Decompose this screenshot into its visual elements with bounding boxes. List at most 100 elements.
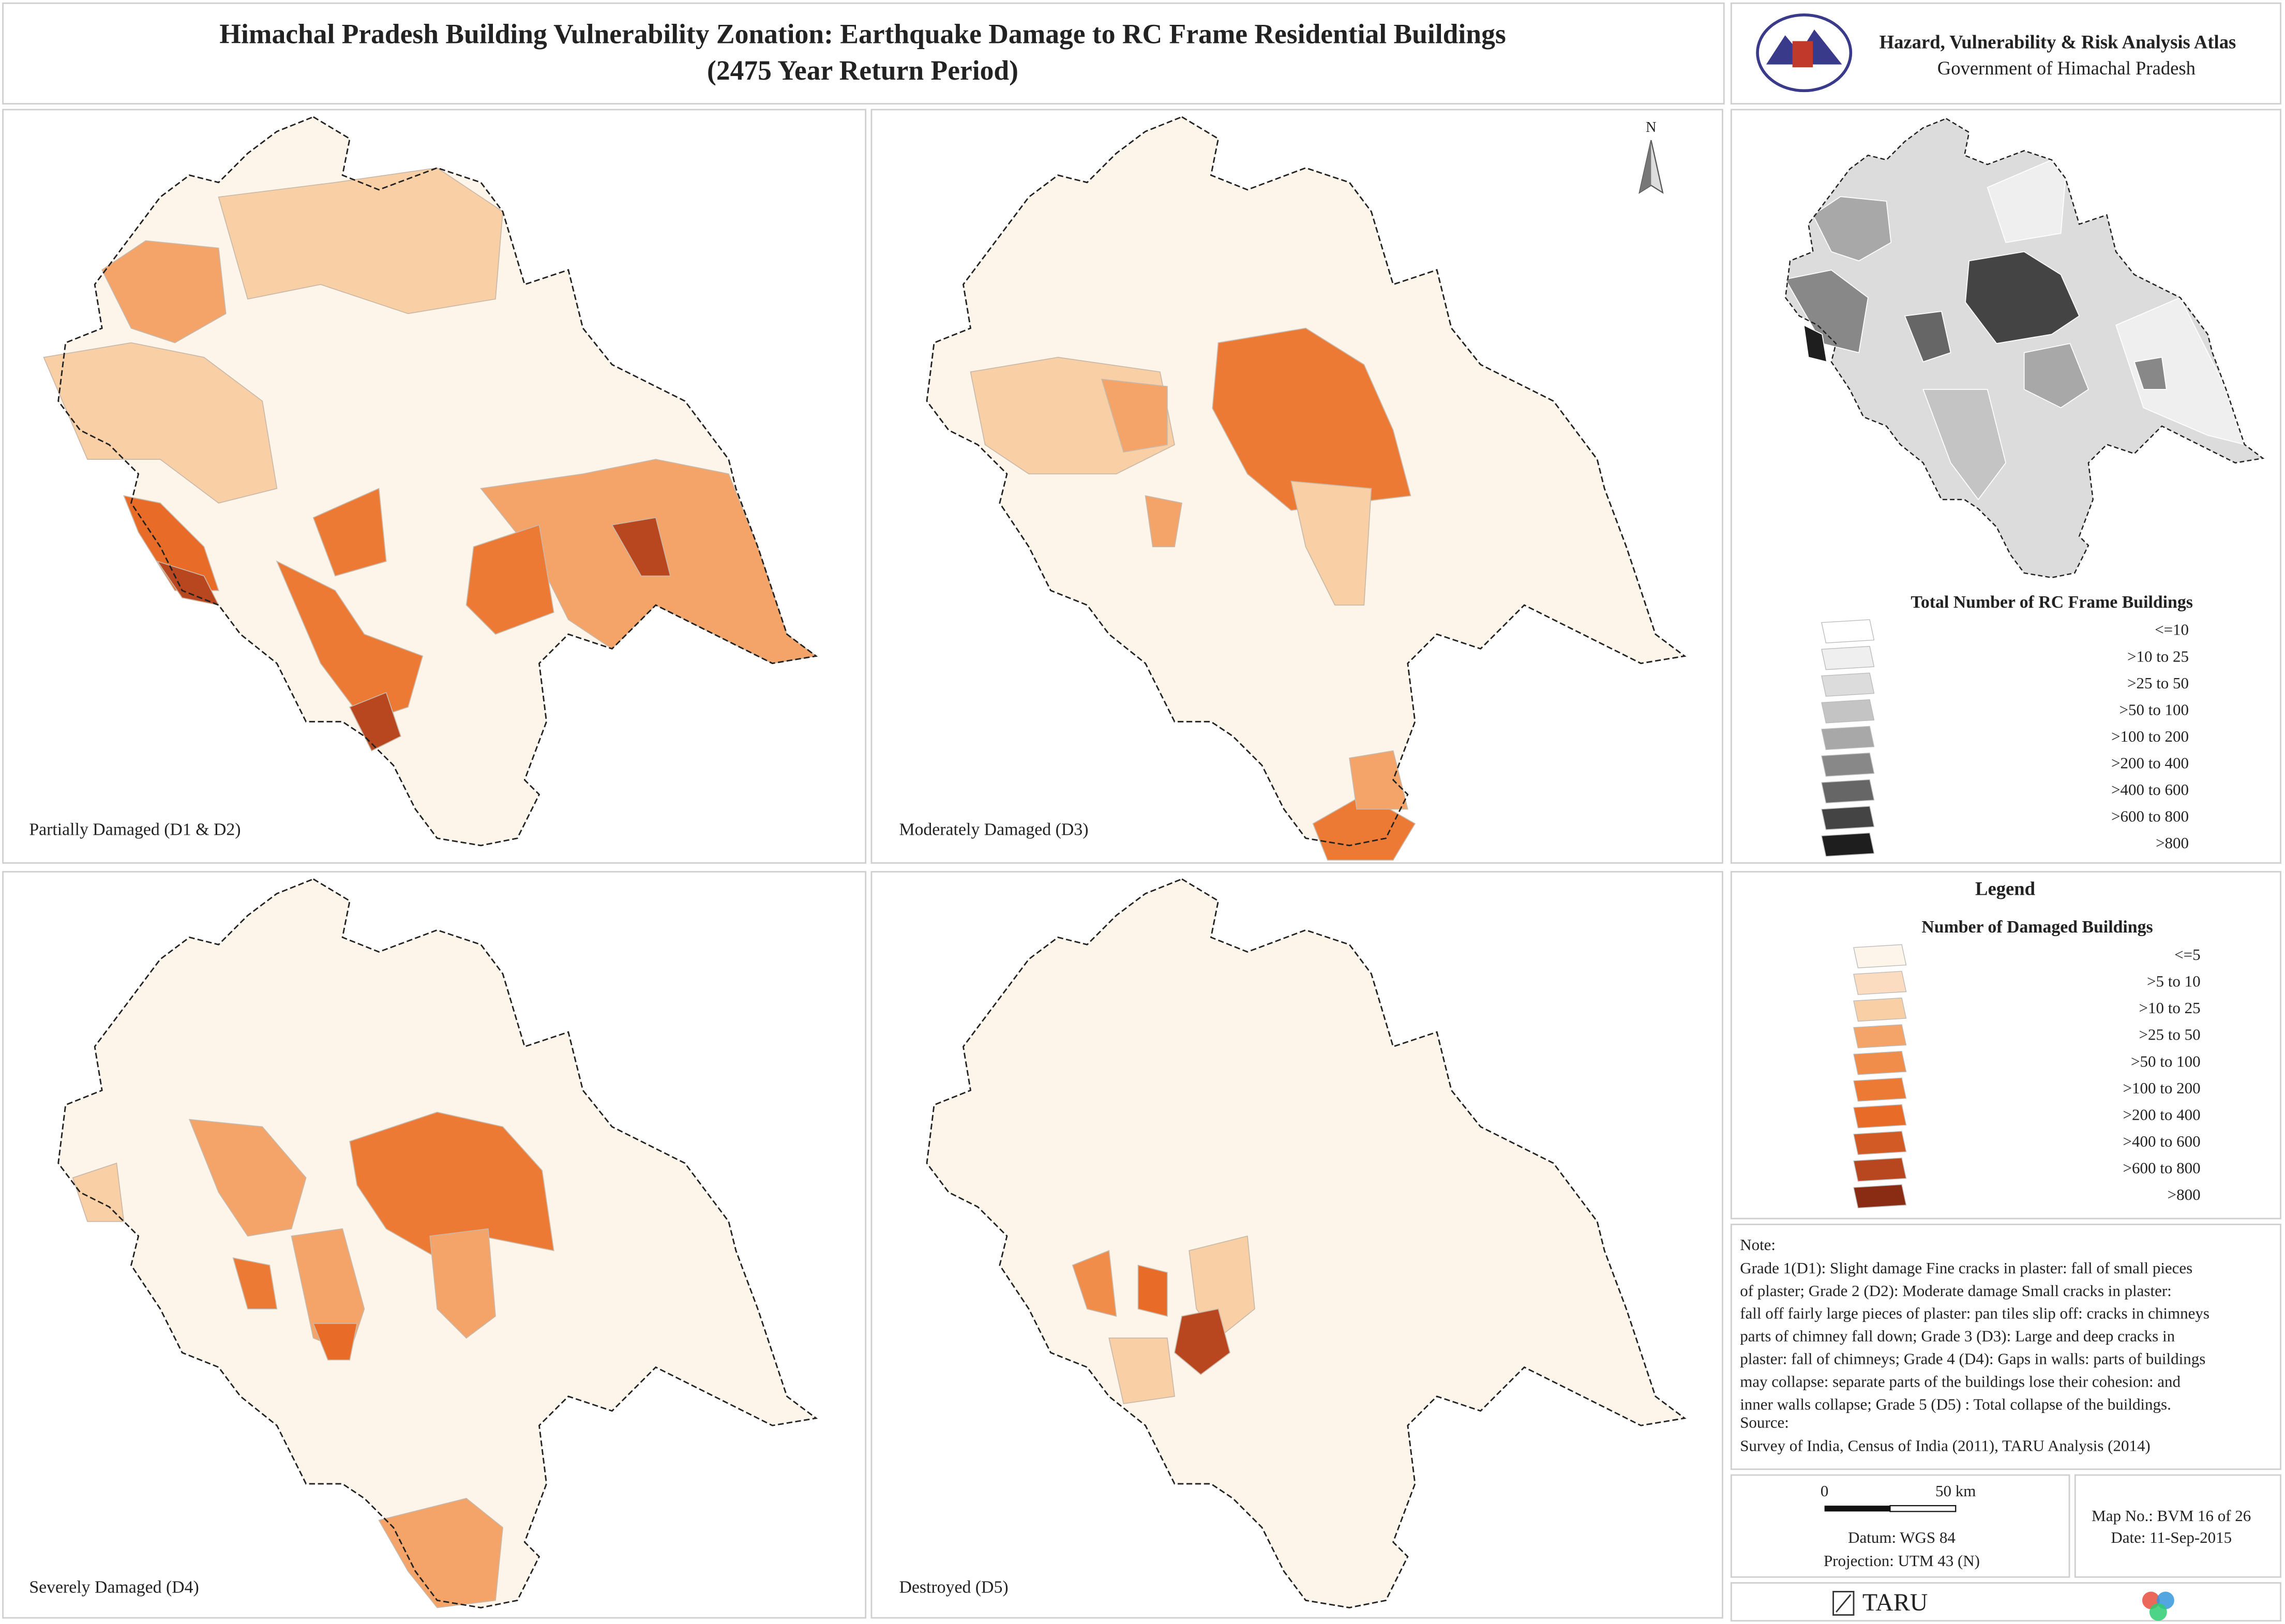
district-zone — [2133, 356, 2167, 390]
district-zone — [188, 1119, 307, 1237]
atlas-name: Hazard, Vulnerability & Risk Analysis At… — [1880, 32, 2236, 53]
district-zone — [1212, 327, 1411, 511]
legend-box — [1730, 871, 2281, 1220]
district-zone — [218, 167, 503, 314]
legend-swatch — [1853, 944, 1907, 969]
legend-label: >10 to 25 — [2127, 647, 2189, 665]
legend-swatch — [1853, 1024, 1907, 1048]
scale-label: 50 km — [1935, 1482, 1976, 1500]
date: Date: 11-Sep-2015 — [2111, 1528, 2232, 1546]
district-zone — [1965, 251, 2080, 344]
source-heading: Source: — [1740, 1414, 1789, 1432]
panel-label: Severely Damaged (D4) — [29, 1578, 199, 1597]
district-map — [43, 116, 817, 847]
legend-swatch — [1853, 1077, 1907, 1102]
overview-map — [1784, 118, 2264, 579]
district-zone — [1349, 750, 1408, 810]
legend-swatch — [1853, 1104, 1907, 1129]
datum: Datum: WGS 84 — [1848, 1528, 1956, 1546]
panel-label: Moderately Damaged (D3) — [899, 820, 1088, 839]
note-line: Grade 1(D1): Slight damage Fine cracks i… — [1740, 1259, 2192, 1277]
legend-swatch — [1853, 997, 1907, 1022]
district-zone — [276, 560, 424, 723]
subtitle: (2475 Year Return Period) — [707, 55, 1018, 86]
district-zone — [378, 1498, 503, 1608]
note-heading: Note: — [1740, 1236, 1776, 1254]
district-zone — [101, 240, 227, 343]
legend-label: >25 to 50 — [2127, 674, 2189, 692]
note-line: parts of chimney fall down; Grade 3 (D3)… — [1740, 1327, 2175, 1345]
legend-swatch — [1821, 779, 1875, 804]
note-line: fall off fairly large pieces of plaster:… — [1740, 1304, 2209, 1322]
title-box — [2, 2, 1725, 105]
district-zone — [349, 691, 401, 751]
district-zone — [312, 488, 387, 577]
legend-swatch — [1821, 619, 1875, 643]
legend-label: >400 to 600 — [2111, 780, 2189, 799]
legend-swatch — [1821, 832, 1875, 857]
north-label: N — [1646, 119, 1656, 136]
logo — [1756, 13, 1853, 93]
legend-label: >400 to 600 — [2123, 1132, 2201, 1150]
legend-label: >100 to 200 — [2111, 727, 2189, 745]
district-map — [926, 116, 1686, 861]
district-zone — [1137, 1265, 1168, 1317]
note-box — [1730, 1223, 2281, 1470]
legend-swatch — [1821, 753, 1875, 777]
district-zone — [1812, 196, 1892, 262]
district-zone — [1108, 1337, 1175, 1404]
legend-label: <=5 — [2174, 945, 2200, 964]
district-zone — [72, 1162, 125, 1222]
title: Himachal Pradesh Building Vulnerability … — [219, 18, 1506, 49]
legend-label: >50 to 100 — [2131, 1052, 2201, 1070]
district-map — [57, 878, 817, 1608]
legend-swatch — [1853, 1184, 1907, 1209]
government: Government of Himachal Pradesh — [1937, 57, 2196, 79]
legend-swatch — [1853, 1157, 1907, 1182]
note-line: of plaster; Grade 2 (D2): Moderate damag… — [1740, 1282, 2172, 1300]
scale-label: 0 — [1821, 1482, 1829, 1500]
district-zone — [429, 1228, 496, 1339]
overview-legend-title: Total Number of RC Frame Buildings — [1911, 593, 2193, 612]
note-line: plaster: fall of chimneys; Grade 4 (D4):… — [1740, 1350, 2205, 1368]
district-zone — [349, 1111, 554, 1259]
district-zone — [611, 517, 671, 577]
brand-box — [1730, 1582, 2281, 1622]
legend-label: >800 — [2156, 834, 2189, 852]
legend-label: >600 to 800 — [2123, 1159, 2201, 1177]
district-zone — [291, 1228, 365, 1354]
source: Survey of India, Census of India (2011),… — [1740, 1437, 2151, 1455]
district-zone — [2023, 343, 2089, 409]
panel-label: Partially Damaged (D1 & D2) — [29, 820, 240, 839]
legend-label: >25 to 50 — [2139, 1026, 2201, 1044]
district-zone — [1072, 1250, 1117, 1317]
scale-bar — [1824, 1505, 1957, 1512]
legend-swatch — [1853, 1050, 1907, 1075]
legend-heading: Legend — [1975, 878, 2035, 899]
district-zone — [1174, 1308, 1231, 1375]
legend-label: >600 to 800 — [2111, 807, 2189, 825]
district-zone — [156, 560, 220, 606]
panel-label: Destroyed (D5) — [899, 1578, 1008, 1597]
legend-swatch — [1821, 726, 1875, 750]
legend-label: >5 to 10 — [2147, 972, 2201, 990]
note-line: inner walls collapse; Grade 5 (D5) : Tot… — [1740, 1395, 2171, 1414]
legend-swatch — [1853, 1131, 1907, 1155]
district-zone — [43, 342, 278, 504]
district-zone — [465, 524, 554, 635]
map-number: Map No.: BVM 16 of 26 — [2092, 1507, 2251, 1525]
legend-swatch — [1821, 672, 1875, 697]
district-zone — [1803, 324, 1828, 363]
legend-label: >800 — [2168, 1185, 2201, 1204]
district-zone — [1904, 311, 1951, 363]
projection: Projection: UTM 43 (N) — [1824, 1552, 1980, 1570]
north-arrow: N — [1638, 119, 1664, 194]
legend-label: >200 to 400 — [2123, 1105, 2201, 1123]
district-zone — [232, 1257, 278, 1310]
legend-swatch — [1821, 806, 1875, 830]
brand: TARU — [1862, 1589, 1928, 1616]
note-line: may collapse: separate parts of the buil… — [1740, 1373, 2181, 1391]
legend-label: >10 to 25 — [2139, 999, 2201, 1017]
